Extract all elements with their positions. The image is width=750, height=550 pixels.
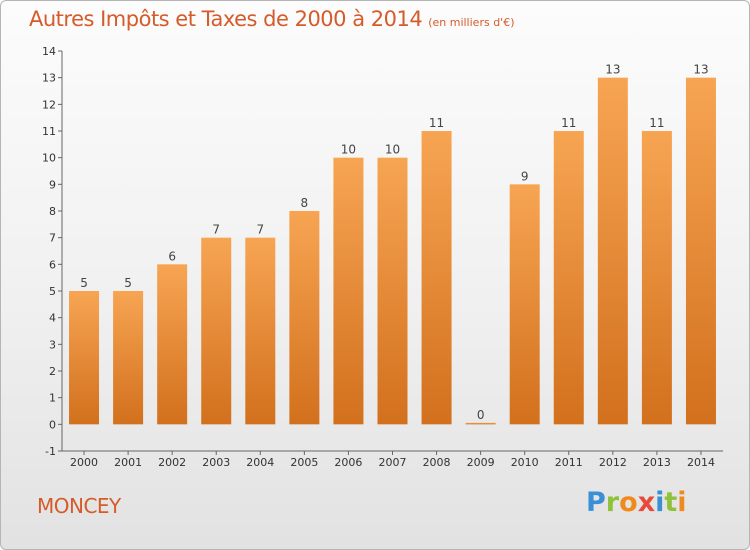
- x-tick-label: 2013: [643, 456, 671, 469]
- bar-value-label: 11: [429, 116, 444, 130]
- y-tick-label: 6: [49, 258, 56, 271]
- x-tick-label: 2005: [290, 456, 318, 469]
- y-tick-label: 4: [49, 312, 56, 325]
- bar: [465, 422, 496, 425]
- y-tick-label: 12: [42, 98, 56, 111]
- y-tick-label: 8: [49, 205, 56, 218]
- logo-letter: P: [586, 487, 606, 518]
- y-tick-label: 9: [49, 178, 56, 191]
- bar-value-label: 5: [80, 276, 88, 290]
- bar: [245, 237, 276, 425]
- bar-value-label: 7: [256, 223, 264, 237]
- bar: [421, 131, 452, 425]
- y-tick-label: -1: [45, 445, 56, 458]
- bar: [597, 77, 628, 425]
- x-tick-label: 2011: [555, 456, 583, 469]
- y-tick-label: 5: [49, 285, 56, 298]
- bar-value-label: 11: [561, 116, 576, 130]
- x-tick-label: 2002: [158, 456, 186, 469]
- x-tick-label: 2008: [423, 456, 451, 469]
- chart-unit: (en milliers d'€): [428, 16, 515, 29]
- y-tick-label: 3: [49, 338, 56, 351]
- y-tick-label: 11: [42, 125, 56, 138]
- bar-value-label: 0: [477, 408, 485, 422]
- x-tick-label: 2006: [334, 456, 362, 469]
- x-tick-label: 2014: [687, 456, 715, 469]
- x-tick-label: 2009: [467, 456, 495, 469]
- logo-letter: t: [664, 487, 678, 518]
- x-tick-label: 2003: [202, 456, 230, 469]
- bar: [113, 291, 144, 425]
- bar: [69, 291, 100, 425]
- chart-title-text: Autres Impôts et Taxes de 2000 à 2014: [29, 7, 423, 31]
- proxiti-logo: Proxiti: [586, 487, 687, 518]
- bar-value-label: 10: [341, 143, 356, 157]
- bar: [333, 157, 364, 425]
- bar-value-label: 5: [124, 276, 132, 290]
- bar: [553, 131, 584, 425]
- bar: [685, 77, 716, 425]
- bar-value-label: 8: [301, 196, 309, 210]
- bar: [201, 237, 232, 425]
- bar-value-label: 10: [385, 143, 400, 157]
- logo-letter: i: [655, 487, 665, 518]
- logo-letter: o: [619, 487, 638, 518]
- bar-value-label: 6: [168, 249, 176, 263]
- y-tick-label: 7: [49, 232, 56, 245]
- x-tick-label: 2010: [511, 456, 539, 469]
- y-tick-label: 14: [42, 45, 56, 58]
- bar-value-label: 9: [521, 169, 529, 183]
- bar-value-label: 13: [605, 63, 620, 77]
- logo-letter: r: [605, 487, 620, 518]
- y-tick-label: 13: [42, 72, 56, 85]
- x-tick-label: 2004: [246, 456, 274, 469]
- y-tick-label: 0: [49, 418, 56, 431]
- bar-value-label: 11: [649, 116, 664, 130]
- logo-letter: x: [637, 487, 656, 518]
- bar: [641, 131, 672, 425]
- y-tick-label: 10: [42, 152, 56, 165]
- x-tick-label: 2007: [379, 456, 407, 469]
- chart-title: Autres Impôts et Taxes de 2000 à 2014 (en…: [29, 7, 514, 31]
- commune-name: MONCEY: [37, 494, 121, 518]
- bar: [509, 184, 540, 425]
- bar-value-label: 13: [693, 63, 708, 77]
- x-tick-label: 2000: [70, 456, 98, 469]
- bar: [289, 211, 320, 425]
- x-tick-label: 2012: [599, 456, 627, 469]
- bar-value-label: 7: [212, 223, 220, 237]
- y-tick-label: 1: [49, 392, 56, 405]
- bar: [377, 157, 408, 425]
- x-tick-label: 2001: [114, 456, 142, 469]
- bar: [157, 264, 188, 425]
- y-tick-label: 2: [49, 365, 56, 378]
- logo-letter: i: [677, 487, 687, 518]
